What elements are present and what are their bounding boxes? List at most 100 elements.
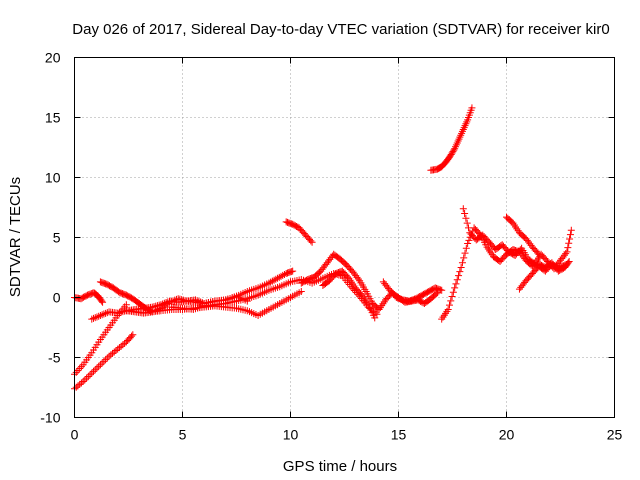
data-point — [566, 235, 574, 243]
data-point — [457, 264, 465, 271]
data-point — [76, 380, 84, 388]
y-tick-label: 20 — [45, 50, 61, 66]
data-point — [96, 312, 104, 319]
data-point — [112, 347, 120, 355]
data-point — [297, 288, 305, 295]
data-point — [110, 348, 118, 356]
series-arc-n — [459, 205, 575, 273]
data-point — [455, 272, 463, 280]
data-point — [460, 254, 468, 262]
data-point — [289, 267, 297, 275]
data-point — [447, 297, 455, 305]
data-point — [105, 352, 113, 360]
data-point — [122, 301, 130, 309]
data-point — [88, 315, 96, 323]
data-point — [462, 214, 470, 222]
data-point — [445, 301, 453, 309]
data-point — [90, 367, 98, 375]
data-point — [72, 368, 80, 376]
axis-ticks: 0 5 10 15 20 25 -10 -5 0 5 10 15 20 — [40, 50, 622, 443]
y-tick-label: 0 — [53, 290, 61, 306]
data-point — [99, 298, 107, 306]
data-point — [371, 314, 379, 322]
data-point — [463, 219, 471, 227]
data-point — [86, 371, 94, 379]
data-point — [449, 288, 457, 296]
x-axis-label: GPS time / hours — [283, 458, 397, 475]
data-point — [76, 365, 84, 373]
data-point — [195, 297, 203, 305]
data-point — [566, 231, 574, 239]
data-point — [102, 309, 110, 317]
x-tick-label: 20 — [499, 427, 515, 443]
data-point — [446, 152, 454, 160]
y-axis-label: SDTVAR / TECUs — [7, 177, 24, 297]
series-arc-h — [282, 218, 316, 246]
data-point — [81, 376, 89, 384]
data-point — [197, 298, 205, 306]
series-arc-o — [503, 213, 543, 258]
series-arc-k — [379, 278, 446, 305]
data-point — [98, 311, 106, 319]
data-point — [107, 351, 115, 359]
data-point — [79, 378, 87, 385]
data-point — [96, 361, 104, 369]
data-point — [373, 310, 381, 318]
data-point — [464, 240, 472, 247]
data-point — [93, 364, 101, 372]
data-point — [562, 250, 570, 258]
data-point — [91, 366, 99, 374]
data-point — [91, 314, 99, 322]
data-point — [563, 248, 571, 256]
data-point — [461, 249, 469, 257]
series-arc-j — [319, 267, 379, 322]
series-arc-b — [71, 331, 137, 393]
data-point — [453, 276, 461, 284]
data-point — [451, 284, 459, 292]
data-point — [95, 362, 103, 370]
y-tick-label: -5 — [48, 350, 61, 366]
data-point — [564, 244, 572, 252]
data-point — [448, 293, 456, 301]
data-point — [193, 297, 201, 305]
data-point — [354, 275, 362, 283]
data-point — [462, 244, 470, 252]
data-point — [72, 383, 80, 391]
data-point — [447, 150, 455, 158]
data-point — [100, 310, 108, 318]
y-tick-label: -10 — [40, 410, 60, 426]
data-point — [88, 369, 96, 377]
x-tick-label: 0 — [71, 427, 79, 443]
data-point — [84, 372, 92, 380]
data-point — [452, 280, 460, 288]
y-tick-label: 10 — [45, 170, 61, 186]
series-arc-m — [438, 224, 573, 323]
data-point — [307, 237, 315, 245]
data-point — [171, 296, 179, 304]
data-point — [129, 331, 137, 339]
data-point — [98, 297, 106, 305]
data-point — [444, 306, 452, 313]
data-point — [115, 344, 123, 352]
data-point — [128, 332, 136, 340]
data-point — [565, 258, 573, 265]
data-point — [560, 262, 568, 270]
x-tick-label: 10 — [283, 427, 299, 443]
data-point — [169, 297, 177, 305]
data-point — [74, 366, 82, 374]
x-tick-label: 25 — [607, 427, 623, 443]
series-arc-p — [515, 260, 569, 293]
data-point — [77, 363, 85, 371]
data-point — [103, 354, 111, 362]
x-tick-label: 15 — [391, 427, 407, 443]
data-point — [567, 226, 575, 234]
data-point — [93, 313, 101, 321]
data-point — [465, 236, 473, 244]
data-point — [456, 268, 464, 276]
y-tick-label: 5 — [53, 230, 61, 246]
data-point — [83, 374, 91, 382]
data-point — [117, 342, 125, 350]
data-point — [534, 249, 542, 257]
series-arc-i — [297, 250, 441, 313]
